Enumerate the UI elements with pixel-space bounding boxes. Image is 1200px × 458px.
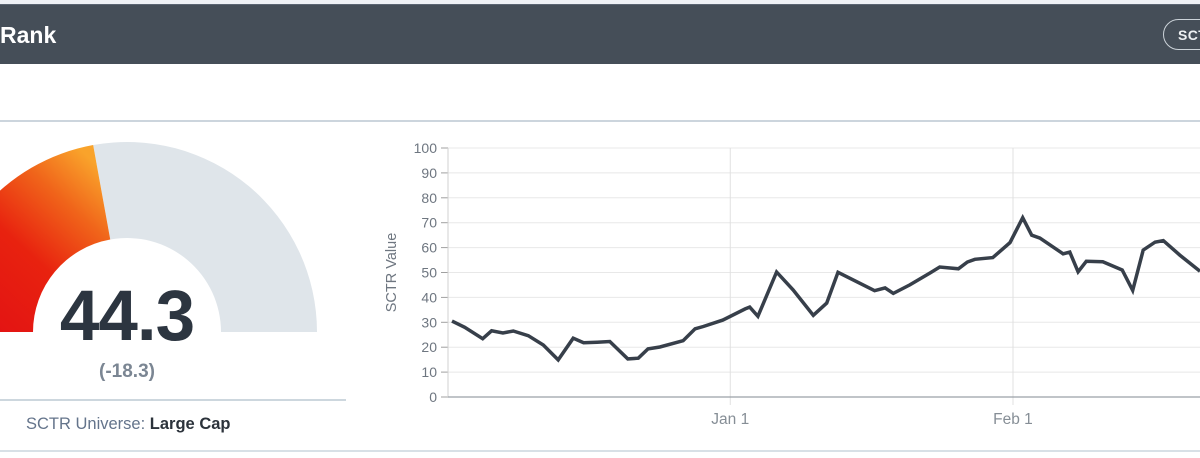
sctr-delta: (-18.3): [99, 361, 155, 382]
y-axis-title: SCTR Value: [384, 233, 400, 313]
sctr-universe-label: SCTR Universe:: [26, 415, 146, 433]
y-tick-label: 50: [421, 265, 437, 281]
y-tick-label: 70: [421, 215, 437, 231]
widget-header: Rank SCT: [0, 4, 1200, 64]
widget-bottom-divider: [0, 450, 1200, 452]
gauge-track-arc: [93, 142, 317, 332]
header-content-divider: [0, 120, 1200, 122]
sctr-reports-button[interactable]: SCT: [1163, 19, 1200, 50]
sctr-value-line: [451, 213, 1200, 363]
page-background-strip: [0, 0, 1200, 4]
y-tick-label: 40: [421, 289, 437, 305]
y-tick-label: 90: [421, 165, 437, 181]
sctr-gauge: [0, 142, 317, 332]
gauge-value-arc: [0, 145, 111, 332]
sctr-line-chart: 0 10 20 30 40 50 60 70 80 90 100 Jan 1 Feb 1 SCTR Val…: [384, 140, 1200, 428]
gauge-universe-divider: [0, 399, 346, 401]
sctr-universe-row: SCTR Universe: Large Cap: [26, 415, 230, 434]
x-tick-label: Feb 1: [993, 411, 1033, 428]
y-tick-label: 100: [414, 140, 438, 156]
y-tick-label: 80: [421, 190, 437, 206]
y-tick-label: 30: [421, 314, 437, 330]
sctr-universe-value: Large Cap: [149, 415, 231, 433]
widget-title: Rank: [0, 22, 57, 48]
y-tick-label: 0: [429, 389, 437, 405]
y-tick-label: 20: [421, 339, 437, 355]
sctr-value: 44.3: [59, 277, 195, 356]
y-tick-label: 10: [421, 364, 437, 380]
y-tick-label: 60: [421, 240, 437, 256]
x-tick-label: Jan 1: [711, 411, 749, 428]
